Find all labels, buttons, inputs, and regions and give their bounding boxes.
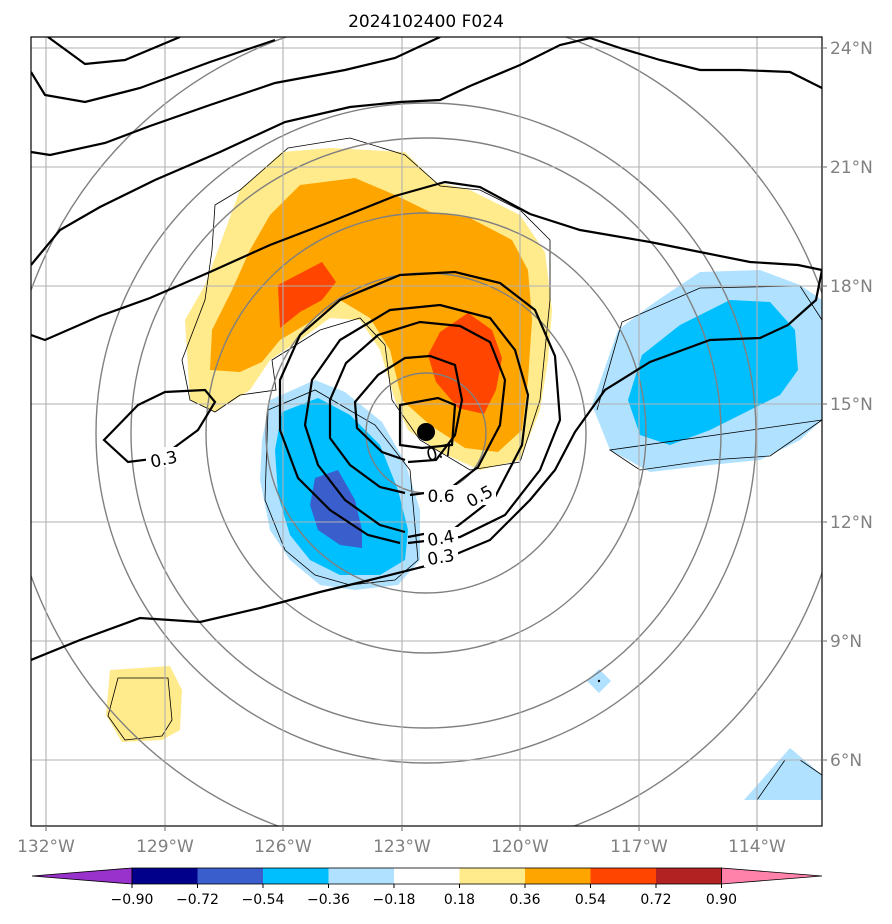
shade-negative-036-east bbox=[628, 300, 798, 445]
contour-0.5 bbox=[303, 303, 530, 539]
colorbar-extend-low bbox=[31, 867, 133, 885]
x-axis: 132°W 129°W 126°W 123°W 120°W 117°W 114°W bbox=[17, 826, 786, 857]
shade-positive-072-a bbox=[278, 262, 336, 328]
contour-north-1 bbox=[47, 37, 181, 66]
range-rings bbox=[31, 37, 822, 826]
colorbar-segment bbox=[197, 868, 263, 884]
contour-north-3 bbox=[31, 37, 441, 157]
colorbar-tick-label: 0.72 bbox=[640, 892, 671, 908]
shade-negative-054-west bbox=[310, 470, 362, 548]
y-tick-label: 21°N bbox=[830, 158, 873, 178]
y-axis: 24°N 21°N 18°N 15°N 12°N 9°N 6°N bbox=[822, 39, 873, 771]
graticule bbox=[31, 37, 822, 826]
contour-lines bbox=[31, 37, 822, 662]
contour-label-0.3-west: 0.3 bbox=[149, 447, 180, 472]
x-tick-label: 132°W bbox=[17, 837, 75, 857]
y-tick-label: 6°N bbox=[830, 751, 862, 771]
range-ring-4 bbox=[130, 137, 722, 729]
shade-positive-sw bbox=[106, 666, 182, 742]
colorbar-tick-label: −0.90 bbox=[111, 892, 154, 908]
x-tick-label: 129°W bbox=[136, 837, 194, 857]
contour-0.3-west bbox=[102, 388, 217, 464]
colorbar-extend-high bbox=[721, 867, 823, 885]
colorbar-segment bbox=[328, 868, 394, 884]
colorbar-tick-label: −0.54 bbox=[242, 892, 285, 908]
colorbar-segment bbox=[263, 868, 329, 884]
colorbar: −0.90 −0.72 −0.54 −0.36 −0.18 0.18 0.36 0.54 0.7… bbox=[31, 867, 823, 908]
shading-layer bbox=[106, 148, 822, 800]
colorbar-frame bbox=[131, 867, 722, 885]
colorbar-tick-label: 0.18 bbox=[444, 892, 475, 908]
contour-north-2 bbox=[31, 38, 276, 104]
colorbar-tick-label: −0.18 bbox=[373, 892, 416, 908]
colorbar-segment bbox=[132, 868, 198, 884]
colorbar-segment bbox=[525, 868, 591, 884]
shade-negative-se bbox=[744, 748, 822, 800]
colorbar-tick-label: −0.36 bbox=[307, 892, 350, 908]
colorbar-segment bbox=[590, 868, 656, 884]
colorbar-segment bbox=[459, 868, 525, 884]
x-tick-label: 114°W bbox=[728, 837, 786, 857]
contour-mid-0.3-north bbox=[31, 180, 822, 662]
range-ring-5 bbox=[95, 102, 757, 764]
colorbar-tick-label: 0.54 bbox=[575, 892, 606, 908]
storm-center-dot-small bbox=[597, 679, 601, 683]
map-frame bbox=[30, 36, 823, 827]
contour-0.4 bbox=[278, 270, 562, 545]
contour-0.8 bbox=[398, 396, 457, 450]
contour-label-0.3: 0.3 bbox=[426, 546, 456, 570]
x-tick-label: 126°W bbox=[254, 837, 312, 857]
contour-label-0.6: 0.6 bbox=[427, 487, 454, 507]
chart-title: 2024102400 F024 bbox=[348, 12, 504, 32]
y-tick-label: 9°N bbox=[830, 632, 862, 652]
range-ring-3 bbox=[205, 212, 647, 654]
colorbar-tick-label: −0.72 bbox=[176, 892, 219, 908]
map-area: 0.3 0.7 0.6 0.5 0.4 0.3 bbox=[31, 37, 822, 826]
x-tick-label: 120°W bbox=[491, 837, 549, 857]
colorbar-tick-label: 0.36 bbox=[509, 892, 540, 908]
colorbar-segment bbox=[656, 868, 722, 884]
x-tick-label: 117°W bbox=[610, 837, 668, 857]
y-tick-label: 12°N bbox=[830, 513, 873, 533]
colorbar-segment bbox=[394, 868, 460, 884]
storm-center-marker bbox=[417, 423, 435, 441]
colorbar-tick-label: 0.90 bbox=[706, 892, 737, 908]
y-tick-label: 18°N bbox=[830, 277, 873, 297]
y-tick-label: 15°N bbox=[830, 395, 873, 415]
y-tick-label: 24°N bbox=[830, 39, 873, 59]
contour-north-4 bbox=[31, 37, 822, 266]
contour-0.6 bbox=[328, 320, 507, 497]
x-tick-label: 123°W bbox=[373, 837, 431, 857]
